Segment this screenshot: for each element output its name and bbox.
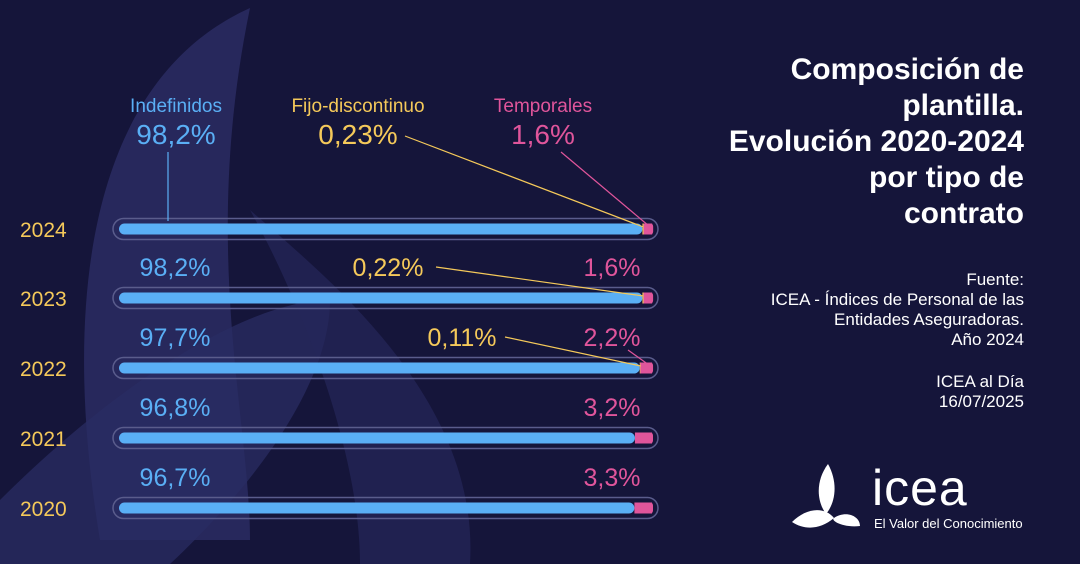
leader-temporales [627, 349, 650, 366]
data-label-indefinidos: 96,7% [140, 464, 211, 492]
data-label-temporales: 1,6% [511, 119, 575, 150]
bar-end-cap [648, 502, 653, 514]
bar-end-cap [648, 223, 654, 235]
bar-end-cap [648, 432, 653, 444]
bar-temporales [634, 432, 652, 444]
leader-fijo-discontinuo [404, 135, 644, 228]
data-label-temporales: 3,2% [584, 394, 641, 422]
bar-temporales [640, 362, 653, 374]
bar-track [112, 496, 659, 520]
tick-label-year: 2022 [20, 358, 67, 381]
legend-temporales: Temporales [494, 96, 592, 117]
bar-fijo_discontinuo [642, 292, 644, 304]
tick-label-year: 2021 [20, 428, 67, 451]
edition-line: 16/07/2025 [938, 392, 1024, 411]
bar-track [112, 286, 659, 310]
title-line: plantilla. [902, 89, 1024, 122]
source-line: Año 2024 [951, 330, 1024, 349]
edition-info: ICEA al Día 16/07/2025 [694, 372, 1024, 412]
leader-fijo-discontinuo [504, 336, 641, 367]
data-label-indefinidos: 98,2% [136, 119, 215, 150]
legend-indefinidos: Indefinidos [130, 96, 222, 117]
edition-line: ICEA al Día [936, 372, 1024, 391]
data-label-indefinidos: 98,2% [140, 254, 211, 282]
tick-label-year: 2023 [20, 288, 67, 311]
bar-temporales [634, 502, 652, 514]
bar-indefinidos [119, 502, 635, 514]
source-line: ICEA - Índices de Personal de las [770, 290, 1024, 309]
legend-fijo_discontinuo: Fijo-discontinuo [291, 96, 424, 117]
tick-label-year: 2024 [20, 219, 67, 242]
tick-label-year: 2020 [20, 498, 67, 521]
bar-fijo_discontinuo [642, 223, 644, 235]
data-label-indefinidos: 96,8% [140, 394, 211, 422]
data-label-fijo-discontinuo: 0,22% [353, 254, 424, 282]
chart-area: Indefinidos Fijo-discontinuo Temporales 202… [20, 96, 659, 521]
source-line: Fuente: [966, 270, 1024, 289]
data-label-temporales: 1,6% [584, 254, 641, 282]
title-line: contrato [904, 197, 1024, 230]
data-label-temporales: 3,3% [584, 464, 641, 492]
title-line: Composición de [790, 53, 1024, 86]
data-label-fijo-discontinuo: 0,23% [318, 119, 397, 150]
source-note: Fuente: ICEA - Índices de Personal de la… [694, 270, 1024, 412]
background-decoration [0, 8, 471, 564]
data-label-temporales: 2,2% [584, 324, 641, 352]
leader-temporales [560, 151, 650, 227]
leader-fijo-discontinuo [435, 266, 644, 297]
bar-temporales [643, 292, 653, 304]
bar-end-cap [648, 362, 654, 374]
bar-indefinidos [119, 432, 635, 444]
bar-track [112, 356, 659, 380]
icea-logo: icea El Valor del Conocimiento [786, 458, 1046, 538]
title-line: por tipo de [869, 161, 1024, 194]
bar-track [112, 426, 659, 450]
source-line: Entidades Aseguradoras. [834, 310, 1024, 329]
bar-indefinidos [119, 223, 643, 235]
bar-track [112, 217, 659, 241]
icea-logo-icon [792, 464, 860, 528]
bar-indefinidos [119, 292, 643, 304]
bar-temporales [643, 223, 653, 235]
logo-wordmark: icea [872, 460, 968, 516]
title-line: Evolución 2020-2024 [728, 125, 1024, 158]
data-label-fijo-discontinuo: 0,11% [427, 324, 496, 352]
chart-title: Composición de plantilla. Evolución 2020… [624, 52, 1024, 232]
logo-tagline: El Valor del Conocimiento [874, 516, 1023, 531]
bar-indefinidos [119, 362, 640, 374]
data-label-indefinidos: 97,7% [140, 324, 211, 352]
bar-end-cap [648, 292, 654, 304]
